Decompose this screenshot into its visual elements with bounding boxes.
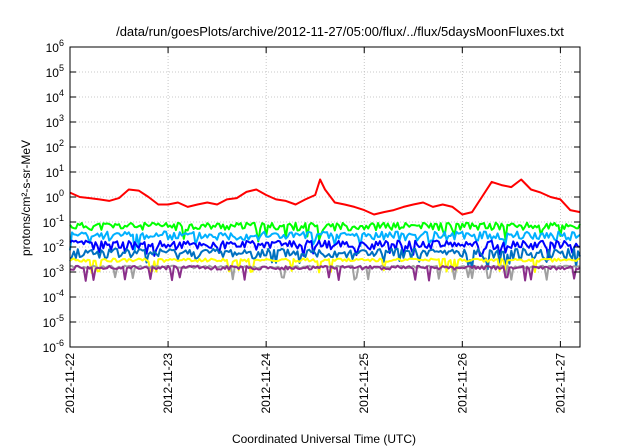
chart-title: /data/run/goesPlots/archive/2012-11-27/0… bbox=[116, 24, 564, 39]
y-tick-label: 106 bbox=[46, 38, 64, 55]
series-line bbox=[69, 257, 581, 274]
series-line bbox=[69, 221, 581, 243]
x-tick-label: 2012-11-26 bbox=[455, 353, 469, 414]
y-tick-label: 102 bbox=[46, 138, 64, 155]
grid-lines bbox=[70, 47, 580, 347]
x-tick-labels: 2012-11-22 2012-11-23 2012-11-24 2012-11-25… bbox=[63, 353, 567, 414]
y-axis-label: protons/cm²-s-sr-MeV bbox=[19, 140, 33, 256]
y-tick-label: 10-2 bbox=[43, 238, 64, 255]
y-tick-label: 10-1 bbox=[43, 213, 64, 230]
series-line bbox=[69, 247, 581, 271]
series-line bbox=[69, 230, 581, 252]
y-tick-labels: 106 105 104 103 102 101 100 10-1 10-2 10-3 10-4 10-… bbox=[43, 38, 64, 355]
series-line bbox=[69, 264, 581, 282]
x-tick-label: 2012-11-23 bbox=[161, 353, 175, 414]
axis-ticks bbox=[69, 46, 580, 348]
x-tick-label: 2012-11-25 bbox=[357, 353, 371, 414]
y-tick-label: 104 bbox=[46, 88, 64, 105]
y-tick-label: 10-4 bbox=[43, 288, 64, 305]
y-tick-label: 10-5 bbox=[43, 313, 64, 330]
x-tick-label: 2012-11-22 bbox=[63, 353, 77, 414]
y-tick-label: 100 bbox=[46, 188, 64, 205]
x-tick-label: 2012-11-27 bbox=[553, 353, 567, 414]
y-tick-label: 105 bbox=[46, 63, 64, 80]
y-tick-label: 101 bbox=[46, 163, 64, 180]
y-tick-label: 10-6 bbox=[43, 338, 64, 355]
y-tick-label: 103 bbox=[46, 113, 64, 130]
series-line bbox=[69, 178, 581, 216]
series-layer bbox=[69, 178, 581, 282]
x-axis-label: Coordinated Universal Time (UTC) bbox=[232, 432, 416, 446]
x-tick-label: 2012-11-24 bbox=[259, 353, 273, 414]
y-tick-label: 10-3 bbox=[43, 263, 64, 280]
